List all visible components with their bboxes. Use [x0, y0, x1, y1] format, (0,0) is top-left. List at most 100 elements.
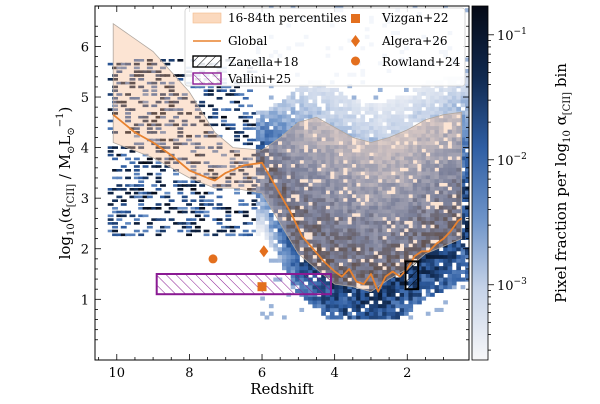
heat-cell [377, 220, 383, 225]
heat-cell [234, 134, 240, 138]
heat-cell [260, 163, 265, 168]
heat-cell [268, 220, 274, 225]
heat-cell [338, 167, 344, 172]
heat-cell [434, 118, 440, 123]
heat-cell [207, 169, 214, 172]
heat-cell [312, 266, 318, 271]
heat-cell [430, 129, 435, 134]
heat-cell [107, 127, 114, 130]
heat-cell [356, 254, 361, 259]
heat-cell [351, 239, 357, 244]
heat-cell [286, 224, 292, 229]
heat-cell [286, 122, 292, 127]
heat-cell [273, 220, 278, 225]
heat-cell [430, 99, 435, 104]
heat-cell [438, 254, 444, 259]
heat-cell [120, 165, 127, 168]
heat-cell [399, 152, 405, 157]
heat-cell [465, 269, 469, 274]
heat-cell [329, 273, 335, 278]
heat-cell [181, 119, 188, 123]
heat-cell [364, 247, 370, 252]
heat-cell [430, 266, 435, 271]
heat-cell [465, 68, 469, 73]
heat-cell [116, 62, 123, 66]
heat-cell [255, 152, 261, 157]
heat-cell [325, 152, 331, 157]
heat-cell [443, 118, 448, 123]
heat-cell [399, 182, 405, 187]
heat-cell [343, 285, 348, 290]
heat-cell [360, 182, 366, 187]
heat-cell [425, 269, 431, 274]
heat-cell [369, 182, 374, 187]
heat-cell [390, 106, 396, 111]
heat-cell [434, 110, 440, 115]
heat-cell [421, 220, 427, 225]
heat-cell [434, 129, 440, 134]
heat-cell [268, 110, 274, 115]
heat-cell [443, 133, 448, 138]
heat-cell [116, 210, 123, 214]
heat-cell [412, 125, 418, 130]
heat-cell [412, 175, 418, 180]
heat-cell [360, 194, 366, 199]
heat-cell [456, 239, 461, 244]
heat-cell [386, 216, 392, 221]
heat-cell [286, 201, 292, 206]
heat-cell [395, 315, 400, 320]
heat-cell [138, 191, 145, 195]
heat-cell [443, 239, 448, 244]
heat-cell [460, 103, 466, 108]
heat-cell [404, 205, 409, 210]
heat-cell [299, 190, 305, 195]
heat-cell [221, 89, 227, 92]
heat-cell [312, 144, 318, 149]
heat-cell [260, 194, 265, 199]
heat-cell [229, 100, 236, 104]
heat-cell [425, 273, 431, 278]
heat-cell [338, 247, 344, 252]
heat-cell [425, 232, 431, 237]
heat-cell [112, 89, 118, 92]
heat-cell [116, 66, 123, 70]
heat-cell [382, 125, 387, 130]
heat-cell [260, 311, 265, 316]
heat-cell [299, 156, 305, 161]
heat-cell [234, 188, 240, 191]
heat-cell [417, 292, 422, 297]
heat-cell [390, 182, 396, 187]
heat-cell [299, 106, 305, 111]
heat-cell [303, 156, 309, 161]
heat-cell [377, 141, 383, 146]
heat-cell [451, 163, 457, 168]
heat-cell [408, 197, 414, 202]
heat-cell [225, 180, 232, 183]
heat-cell [443, 281, 448, 286]
heat-cell [299, 144, 305, 149]
heat-cell [408, 159, 414, 164]
heat-cell [155, 161, 162, 164]
heat-cell [425, 122, 431, 127]
legend-label-vallini: Vallini+25 [227, 72, 291, 86]
heat-cell [460, 254, 466, 259]
heat-cell [260, 190, 265, 195]
heat-cell [447, 182, 453, 187]
heat-cell [312, 300, 318, 305]
heat-cell [264, 194, 270, 199]
cbar-label-sub-10: 10 [562, 130, 573, 143]
heat-cell [377, 209, 383, 214]
heat-cell [338, 201, 344, 206]
heat-cell [308, 209, 313, 214]
heat-cell [408, 232, 414, 237]
heat-cell [421, 178, 427, 183]
heat-cell [282, 235, 287, 240]
heat-cell [264, 137, 270, 142]
heat-cell [421, 99, 427, 104]
heat-cell [133, 59, 140, 62]
heat-cell [268, 167, 274, 172]
heat-cell [417, 300, 422, 305]
heat-cell [447, 243, 453, 248]
heat-cell [160, 66, 166, 70]
heat-cell [273, 152, 278, 157]
